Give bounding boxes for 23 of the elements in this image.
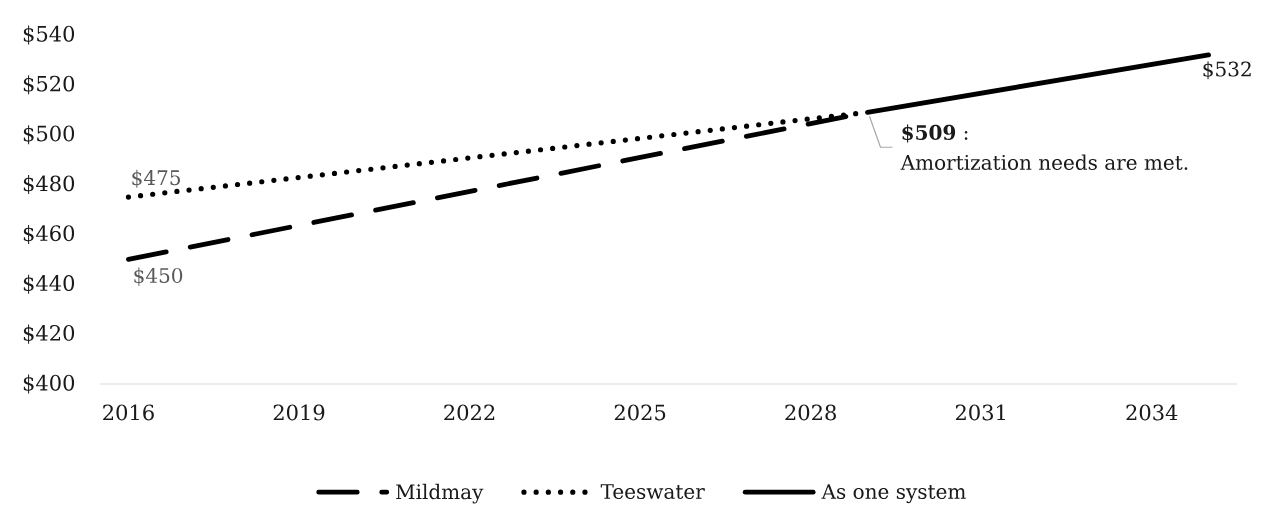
y-tick-label: $460: [23, 224, 75, 244]
data-label: $509 :: [902, 124, 968, 143]
y-tick-label: $400: [23, 374, 75, 394]
legend-label: As one system: [821, 484, 966, 504]
legend-label: Teeswater: [600, 484, 705, 499]
x-tick-label: 2022: [444, 404, 495, 421]
x-tick-label: 2034: [1126, 404, 1178, 421]
y-tick-label: $520: [23, 75, 75, 95]
y-tick-label: $440: [23, 274, 75, 294]
data-label: $475: [132, 169, 180, 188]
data-label: $450: [134, 267, 183, 286]
y-tick-label: $480: [23, 175, 75, 195]
y-tick-label: $420: [23, 324, 75, 344]
x-tick-label: 2031: [955, 404, 1005, 421]
y-tick-label: $500: [23, 125, 75, 145]
x-tick-label: 2028: [785, 404, 836, 421]
x-tick-label: 2019: [273, 404, 325, 421]
annotation: Amortization needs are met.: [900, 154, 1188, 170]
x-tick-label: 2016: [103, 404, 154, 421]
x-tick-label: 2025: [614, 404, 666, 421]
y-tick-label: $540: [23, 25, 75, 45]
legend-label: Mildmay: [396, 483, 484, 504]
data-label: $532: [1203, 61, 1251, 80]
